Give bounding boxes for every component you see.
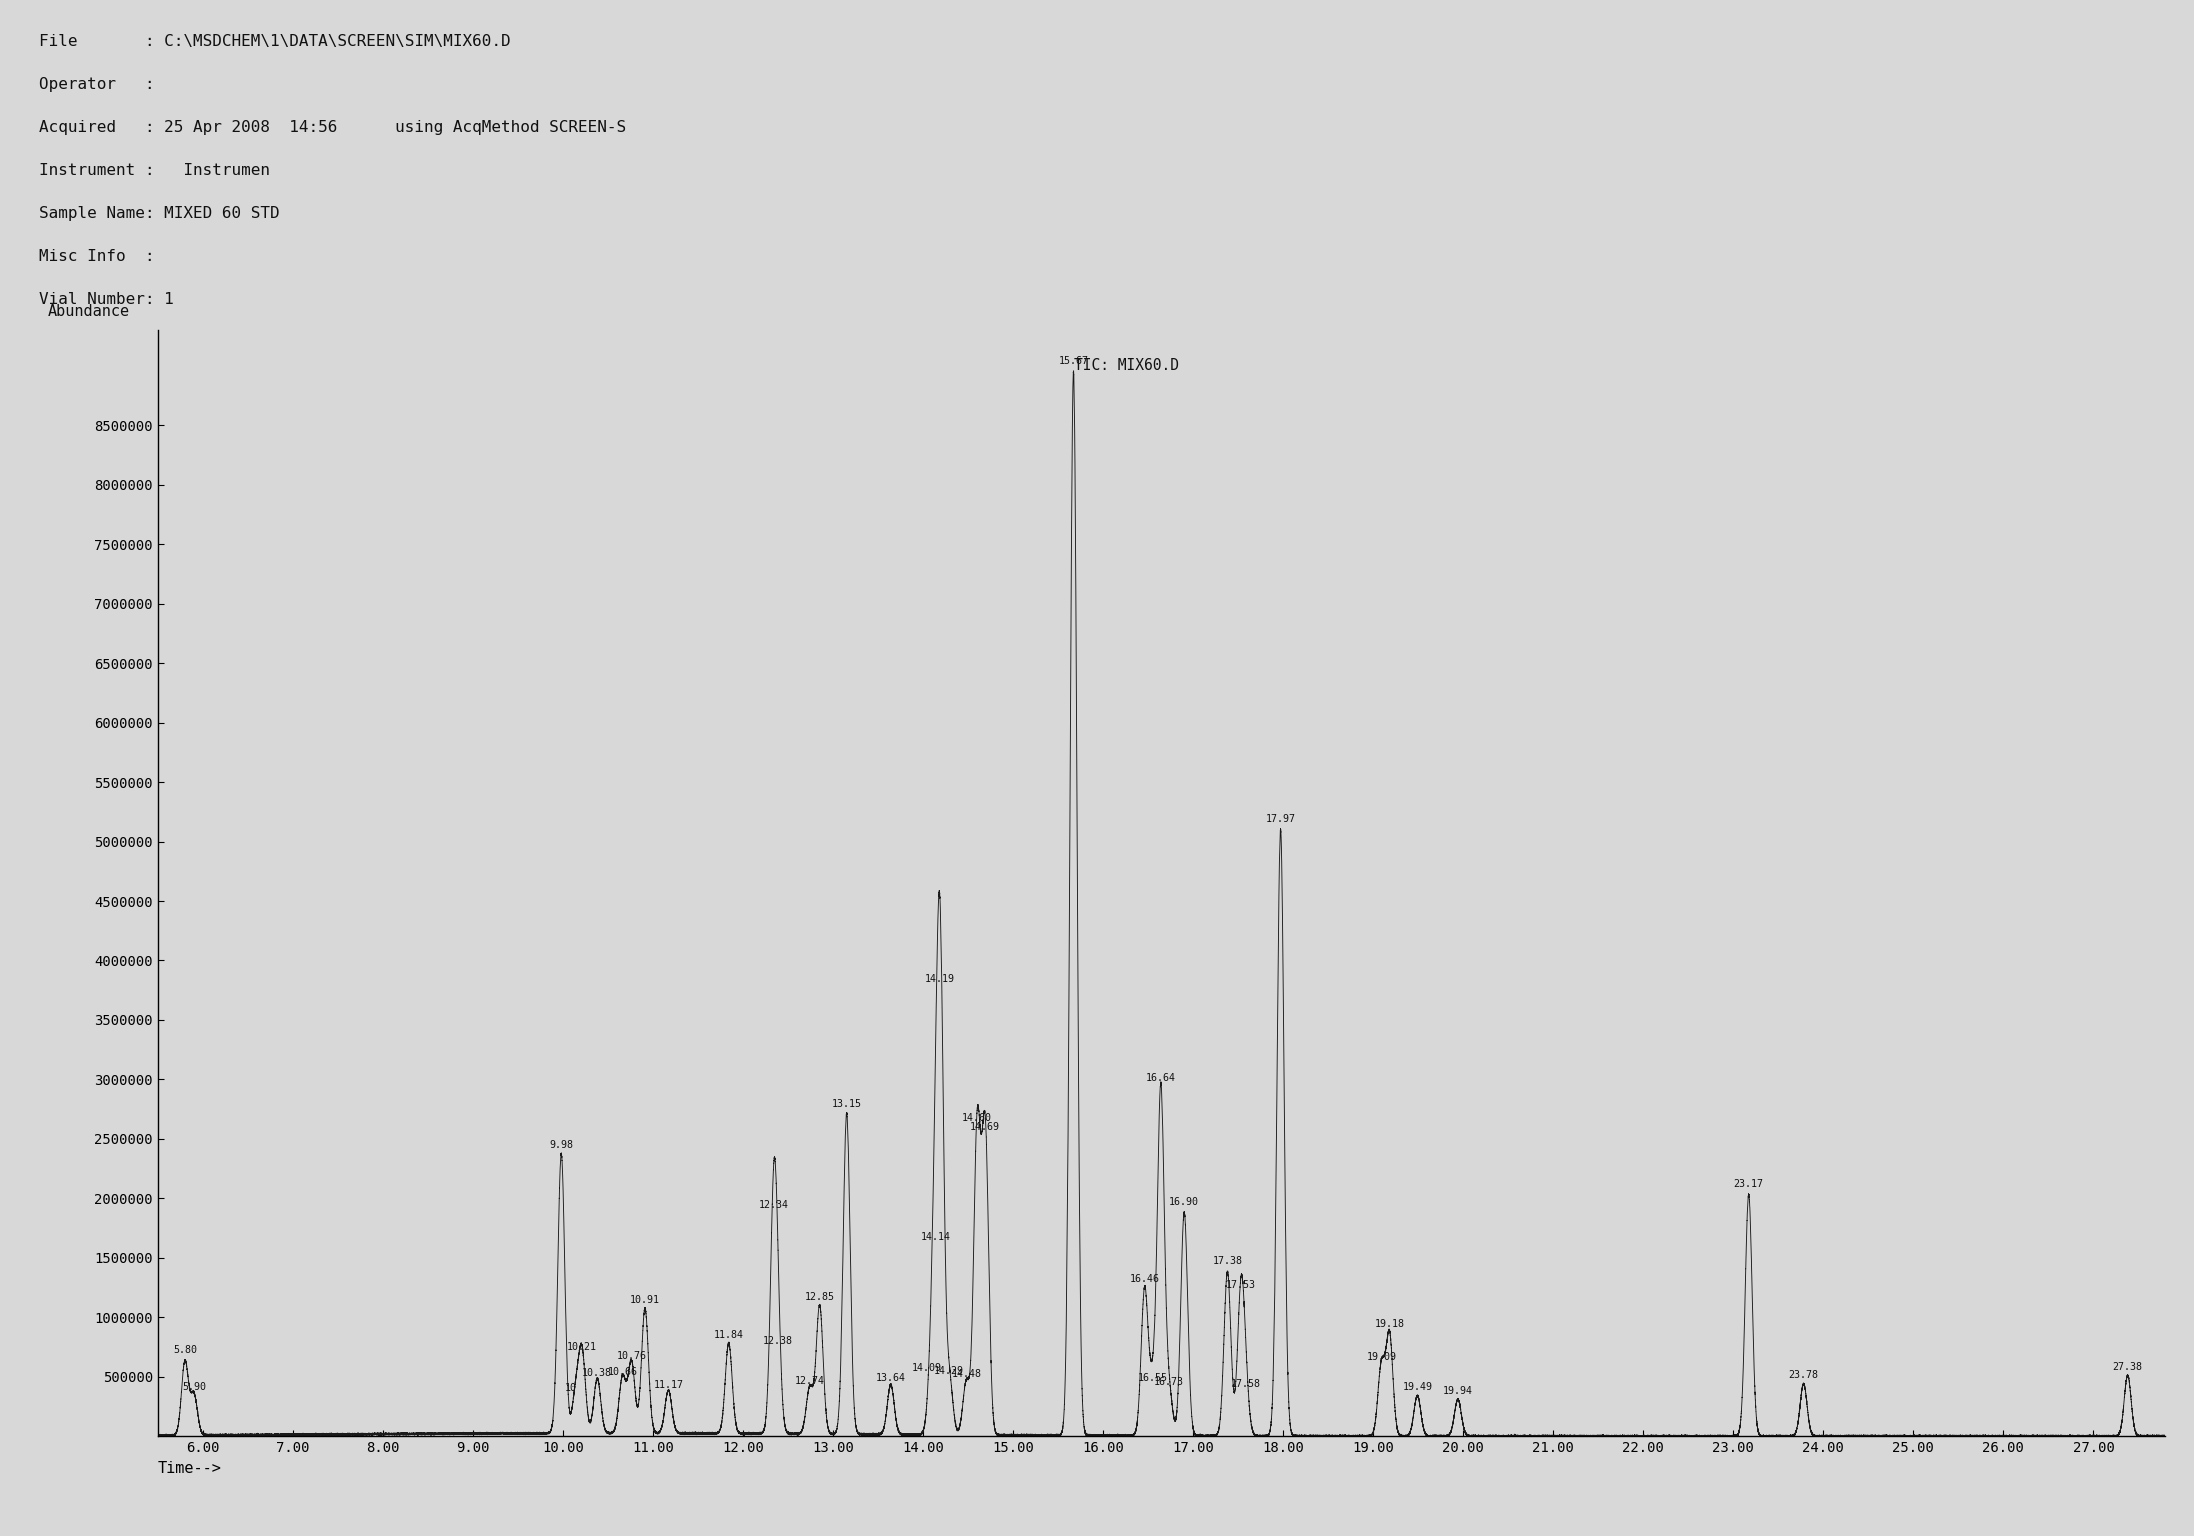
Text: 14.69: 14.69 bbox=[970, 1121, 1000, 1132]
Text: 9.98: 9.98 bbox=[548, 1140, 573, 1149]
Text: Sample Name: MIXED 60 STD: Sample Name: MIXED 60 STD bbox=[39, 206, 281, 221]
Text: 19.94: 19.94 bbox=[1444, 1385, 1472, 1396]
Text: 23.78: 23.78 bbox=[1788, 1370, 1819, 1381]
Text: 10: 10 bbox=[566, 1384, 577, 1393]
Text: 14.14: 14.14 bbox=[921, 1232, 950, 1243]
Text: 14.29: 14.29 bbox=[935, 1366, 965, 1376]
Text: 16.64: 16.64 bbox=[1145, 1074, 1176, 1083]
Text: 17.53: 17.53 bbox=[1226, 1279, 1255, 1290]
Text: Instrument :   Instrumen: Instrument : Instrumen bbox=[39, 163, 270, 178]
Text: 16.55: 16.55 bbox=[1139, 1373, 1167, 1382]
Text: Misc Info  :: Misc Info : bbox=[39, 249, 156, 264]
Text: Acquired   : 25 Apr 2008  14:56      using AcqMethod SCREEN-S: Acquired : 25 Apr 2008 14:56 using AcqMe… bbox=[39, 120, 627, 135]
Text: 14.60: 14.60 bbox=[963, 1114, 992, 1123]
Text: 5.80: 5.80 bbox=[173, 1346, 197, 1355]
Text: Vial Number: 1: Vial Number: 1 bbox=[39, 292, 173, 307]
Text: 11.17: 11.17 bbox=[654, 1379, 682, 1390]
Text: 16.73: 16.73 bbox=[1154, 1378, 1185, 1387]
Text: 19.49: 19.49 bbox=[1402, 1382, 1433, 1392]
Text: 10.66: 10.66 bbox=[608, 1367, 638, 1376]
Text: 17.58: 17.58 bbox=[1231, 1379, 1259, 1389]
Text: Operator   :: Operator : bbox=[39, 77, 156, 92]
Text: 15.67: 15.67 bbox=[1058, 356, 1088, 366]
Text: 11.84: 11.84 bbox=[713, 1330, 744, 1339]
Text: 12.85: 12.85 bbox=[805, 1292, 834, 1303]
Text: Abundance: Abundance bbox=[48, 304, 129, 319]
Text: 17.38: 17.38 bbox=[1213, 1256, 1242, 1266]
Text: 17.97: 17.97 bbox=[1266, 814, 1294, 823]
Text: 13.64: 13.64 bbox=[875, 1373, 906, 1382]
Text: 14.09: 14.09 bbox=[913, 1362, 941, 1373]
Text: 10.21: 10.21 bbox=[566, 1342, 597, 1352]
Text: 12.34: 12.34 bbox=[759, 1200, 788, 1210]
Text: 10.38: 10.38 bbox=[581, 1369, 612, 1378]
Text: 27.38: 27.38 bbox=[2113, 1362, 2144, 1372]
Text: 5.90: 5.90 bbox=[182, 1382, 206, 1392]
Text: 19.09: 19.09 bbox=[1367, 1352, 1395, 1362]
Text: 12.74: 12.74 bbox=[794, 1376, 825, 1385]
Text: TIC: MIX60.D: TIC: MIX60.D bbox=[1075, 358, 1180, 373]
Text: 23.17: 23.17 bbox=[1733, 1178, 1764, 1189]
Text: 14.48: 14.48 bbox=[952, 1369, 981, 1379]
X-axis label: Time-->: Time--> bbox=[158, 1461, 222, 1476]
Text: 10.76: 10.76 bbox=[617, 1352, 647, 1361]
Text: 16.90: 16.90 bbox=[1169, 1197, 1200, 1207]
Text: 14.19: 14.19 bbox=[926, 974, 954, 985]
Text: 19.18: 19.18 bbox=[1373, 1319, 1404, 1329]
Text: 12.38: 12.38 bbox=[761, 1336, 792, 1346]
Text: 16.46: 16.46 bbox=[1130, 1273, 1161, 1284]
Text: 13.15: 13.15 bbox=[832, 1100, 862, 1109]
Text: File       : C:\MSDCHEM\1\DATA\SCREEN\SIM\MIX60.D: File : C:\MSDCHEM\1\DATA\SCREEN\SIM\MIX6… bbox=[39, 34, 511, 49]
Text: 10.91: 10.91 bbox=[630, 1295, 660, 1306]
